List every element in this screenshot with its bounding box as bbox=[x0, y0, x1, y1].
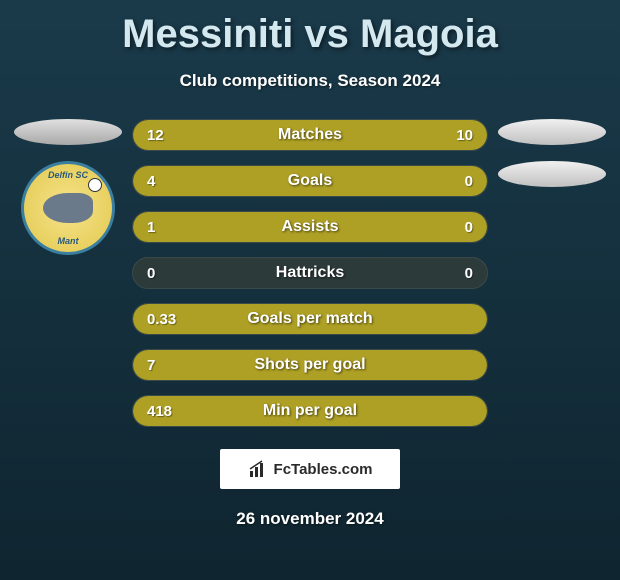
chart-icon bbox=[248, 459, 268, 479]
right-column bbox=[492, 119, 612, 427]
dolphin-icon bbox=[43, 193, 93, 223]
stat-value-right: 10 bbox=[456, 127, 473, 144]
stat-label: Shots per goal bbox=[254, 356, 365, 374]
page-subtitle: Club competitions, Season 2024 bbox=[0, 71, 620, 91]
logo-text-bottom: Mant bbox=[58, 236, 79, 246]
stat-value-left: 418 bbox=[147, 403, 172, 420]
logo-text-top: Delfin SC bbox=[48, 170, 88, 180]
soccer-ball-icon bbox=[88, 178, 102, 192]
stat-label: Assists bbox=[282, 218, 339, 236]
stat-value-left: 4 bbox=[147, 173, 155, 190]
stat-label: Min per goal bbox=[263, 402, 357, 420]
bar-fill-right bbox=[409, 166, 487, 196]
stat-value-right: 0 bbox=[465, 265, 473, 282]
stat-row: 1 0 Assists bbox=[132, 211, 488, 243]
stat-value-left: 0.33 bbox=[147, 311, 176, 328]
page-title: Messiniti vs Magoia bbox=[0, 0, 620, 57]
stat-value-right: 0 bbox=[465, 173, 473, 190]
right-club-placeholder bbox=[498, 161, 606, 187]
stat-row: 418 Min per goal bbox=[132, 395, 488, 427]
content-area: Delfin SC Mant 1210Matches40Goals10Assis… bbox=[0, 119, 620, 427]
bar-fill-right bbox=[409, 212, 487, 242]
date-text: 26 november 2024 bbox=[0, 509, 620, 529]
bar-fill-left bbox=[133, 166, 409, 196]
footer-brand: FcTables.com bbox=[220, 449, 400, 489]
stat-row: 0.33 Goals per match bbox=[132, 303, 488, 335]
stat-row: 12 10 Matches bbox=[132, 119, 488, 151]
stat-value-left: 0 bbox=[147, 265, 155, 282]
stat-value-left: 12 bbox=[147, 127, 164, 144]
bar-fill-left bbox=[133, 212, 409, 242]
right-player-placeholder bbox=[498, 119, 606, 145]
stat-row: 4 0 Goals bbox=[132, 165, 488, 197]
stat-value-left: 1 bbox=[147, 219, 155, 236]
stat-label: Hattricks bbox=[276, 264, 344, 282]
stats-bars: 1210Matches40Goals10Assists00Hattricks0.… bbox=[128, 119, 492, 427]
stat-value-left: 7 bbox=[147, 357, 155, 374]
left-club-logo: Delfin SC Mant bbox=[21, 161, 115, 255]
stat-label: Goals per match bbox=[247, 310, 372, 328]
stat-row: 0 0 Hattricks bbox=[132, 257, 488, 289]
stat-label: Goals bbox=[288, 172, 332, 190]
stat-row: 7 Shots per goal bbox=[132, 349, 488, 381]
stat-label: Matches bbox=[278, 126, 342, 144]
stat-value-right: 0 bbox=[465, 219, 473, 236]
left-column: Delfin SC Mant bbox=[8, 119, 128, 427]
footer-brand-text: FcTables.com bbox=[274, 461, 373, 478]
left-player-placeholder bbox=[14, 119, 122, 145]
